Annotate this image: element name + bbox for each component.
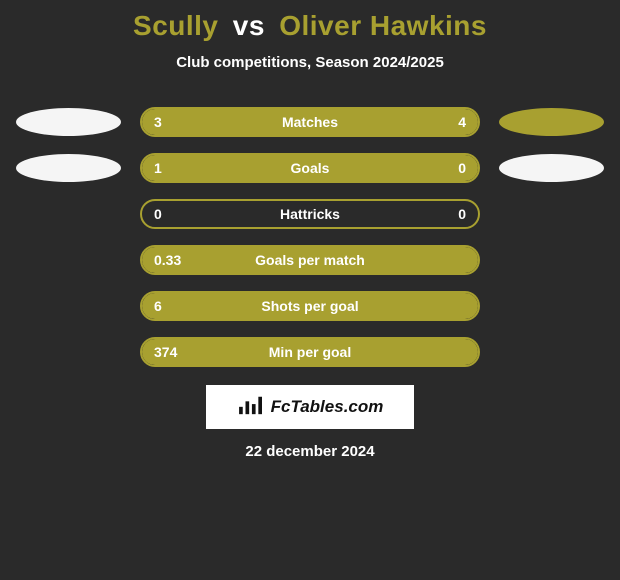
stat-value-right: 0 <box>458 160 466 176</box>
subtitle: Club competitions, Season 2024/2025 <box>0 54 620 71</box>
stat-label: Hattricks <box>280 206 340 222</box>
stat-label: Goals per match <box>255 252 365 268</box>
stat-bar: 374 Min per goal <box>140 337 480 367</box>
stat-row: 6 Shots per goal <box>10 291 610 321</box>
stat-bar: 1 Goals 0 <box>140 153 480 183</box>
stat-bar: 6 Shots per goal <box>140 291 480 321</box>
stat-label: Goals <box>291 160 330 176</box>
stat-value-left: 0 <box>154 206 162 222</box>
player1-ellipse <box>16 108 121 136</box>
stat-bar: 3 Matches 4 <box>140 107 480 137</box>
player1-name: Scully <box>133 10 218 41</box>
stat-value-left: 6 <box>154 298 162 314</box>
player1-ellipse <box>16 154 121 182</box>
stat-bar: 0 Hattricks 0 <box>140 199 480 229</box>
fctables-text: FcTables.com <box>271 397 384 417</box>
stat-label: Shots per goal <box>261 298 358 314</box>
fctables-badge: FcTables.com <box>206 385 414 429</box>
player2-name: Oliver Hawkins <box>279 10 487 41</box>
date-text: 22 december 2024 <box>0 443 620 460</box>
stat-value-right: 4 <box>458 114 466 130</box>
stat-value-right: 0 <box>458 206 466 222</box>
bar-chart-icon <box>237 394 265 421</box>
stat-label: Min per goal <box>269 344 351 360</box>
stat-value-left: 3 <box>154 114 162 130</box>
stat-value-left: 0.33 <box>154 252 181 268</box>
stat-row: 1 Goals 0 <box>10 153 610 183</box>
stat-bar: 0.33 Goals per match <box>140 245 480 275</box>
stat-value-left: 1 <box>154 160 162 176</box>
stat-row: 3 Matches 4 <box>10 107 610 137</box>
page-title: Scully vs Oliver Hawkins <box>0 0 620 42</box>
player2-ellipse <box>499 154 604 182</box>
stat-label: Matches <box>282 114 338 130</box>
stat-row: 374 Min per goal <box>10 337 610 367</box>
stat-row: 0 Hattricks 0 <box>10 199 610 229</box>
stat-value-left: 374 <box>154 344 177 360</box>
stat-row: 0.33 Goals per match <box>10 245 610 275</box>
player2-ellipse <box>499 108 604 136</box>
stat-rows: 3 Matches 4 1 Goals 0 0 Hattricks 0 0.33 Goals per… <box>0 107 620 367</box>
vs-text: vs <box>233 10 265 41</box>
